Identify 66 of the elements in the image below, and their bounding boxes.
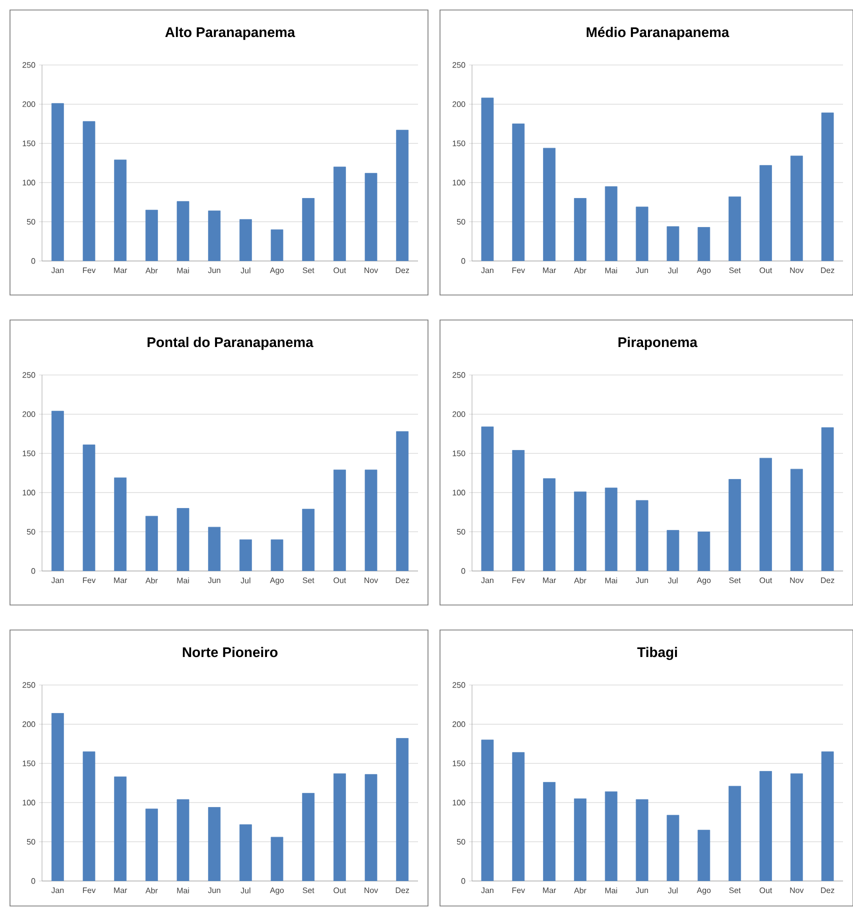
bar — [208, 807, 220, 881]
bar — [636, 206, 648, 261]
bar — [790, 468, 803, 571]
bar — [512, 450, 524, 571]
bar — [604, 791, 618, 881]
bar — [759, 771, 772, 881]
bar — [759, 165, 772, 261]
bar — [333, 166, 346, 261]
bar — [728, 786, 741, 881]
bar — [728, 479, 741, 571]
bar — [145, 808, 158, 881]
bar — [145, 210, 158, 261]
bar — [542, 478, 556, 571]
bar — [302, 792, 314, 881]
chart-title: Alto Paranapanema — [165, 26, 295, 40]
bar — [114, 776, 126, 881]
chart-title: Tibagi — [637, 646, 677, 660]
bar — [790, 773, 803, 881]
bar — [759, 458, 772, 571]
bar — [51, 103, 64, 261]
bar — [636, 799, 648, 881]
bar — [821, 427, 834, 571]
chart-title: Médio Paranapanema — [586, 26, 730, 40]
bar — [574, 798, 586, 881]
bar — [604, 186, 618, 261]
bar — [697, 830, 710, 881]
bar — [176, 201, 190, 261]
chart-title: Piraponema — [618, 336, 698, 350]
bar — [270, 836, 284, 881]
bar — [114, 160, 126, 261]
bar — [481, 740, 494, 881]
bar — [333, 773, 346, 881]
bar — [512, 124, 524, 261]
bar — [821, 112, 834, 261]
chart-title: Norte Pioneiro — [182, 646, 278, 658]
bar — [542, 148, 556, 261]
bar — [790, 156, 803, 261]
bar — [239, 219, 252, 261]
bar — [396, 738, 408, 881]
bar — [542, 782, 556, 881]
bar — [302, 198, 314, 261]
bar — [364, 172, 378, 261]
bar — [481, 98, 494, 261]
bar — [239, 824, 252, 881]
bar — [728, 196, 741, 261]
bar — [666, 226, 679, 261]
bar — [604, 488, 618, 571]
bar — [666, 530, 679, 571]
bar — [176, 799, 190, 881]
bar — [51, 713, 64, 881]
bar — [396, 130, 408, 261]
bar — [697, 227, 710, 261]
bar — [697, 532, 710, 571]
bar — [512, 752, 524, 881]
bar — [821, 751, 834, 881]
bar — [208, 210, 220, 261]
bar — [270, 229, 284, 261]
bar — [666, 814, 679, 881]
bar — [364, 774, 378, 881]
bar — [574, 198, 586, 261]
bar — [82, 751, 96, 881]
chart-title: Pontal do Paranapanema — [147, 336, 314, 350]
bar — [82, 121, 96, 261]
bar — [481, 426, 494, 571]
bar — [574, 492, 586, 571]
bar — [636, 500, 648, 571]
